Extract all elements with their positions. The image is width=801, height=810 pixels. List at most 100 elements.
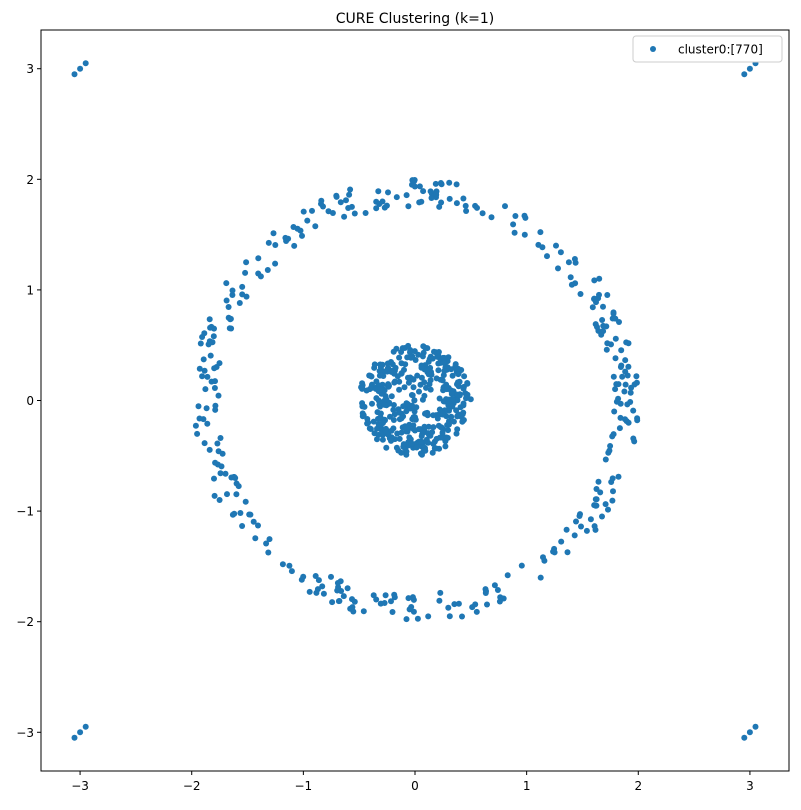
data-point	[442, 443, 449, 450]
data-point	[405, 342, 412, 349]
data-point	[436, 597, 443, 604]
data-point	[312, 223, 319, 230]
data-point	[360, 608, 367, 615]
data-point	[243, 259, 250, 266]
data-point	[612, 335, 619, 342]
data-point	[491, 582, 498, 589]
y-tick-label: −2	[16, 615, 34, 629]
data-point	[371, 361, 378, 368]
data-point	[435, 349, 442, 355]
data-point	[617, 364, 624, 370]
data-point	[563, 526, 570, 533]
data-point	[315, 577, 322, 584]
y-tick-label: 3	[26, 62, 34, 76]
data-point	[482, 590, 489, 596]
data-point	[388, 598, 394, 605]
data-point	[300, 208, 307, 215]
data-point	[201, 330, 208, 337]
data-point	[741, 734, 748, 741]
data-point	[211, 365, 218, 372]
data-point	[265, 239, 272, 246]
data-point	[201, 440, 208, 447]
data-point	[433, 445, 439, 452]
data-point	[257, 273, 264, 280]
data-point	[576, 513, 583, 519]
data-point	[446, 421, 452, 428]
data-point	[415, 351, 422, 358]
data-point	[363, 387, 370, 394]
data-point	[622, 381, 629, 388]
data-point	[381, 401, 388, 408]
data-point	[511, 229, 518, 236]
data-point	[618, 347, 625, 354]
data-point	[537, 574, 544, 581]
data-point	[431, 348, 437, 355]
data-point	[252, 535, 259, 542]
data-point	[403, 448, 410, 455]
data-point	[71, 734, 78, 741]
data-point	[337, 199, 344, 206]
data-point	[231, 510, 238, 517]
data-point	[617, 414, 624, 421]
data-point	[484, 601, 490, 608]
data-point	[204, 420, 211, 427]
data-point	[609, 433, 616, 440]
data-point	[504, 572, 511, 579]
x-tick-label: 2	[634, 779, 642, 793]
data-point	[634, 417, 641, 424]
data-point	[211, 492, 218, 499]
data-point	[537, 229, 544, 236]
data-point	[591, 296, 598, 303]
data-point	[77, 65, 84, 72]
data-point	[510, 221, 517, 228]
x-tick-label: 3	[746, 779, 754, 793]
data-point	[418, 433, 425, 440]
data-point	[521, 231, 528, 238]
data-point	[411, 177, 418, 183]
data-point	[625, 363, 632, 370]
data-point	[255, 255, 262, 262]
data-point	[460, 385, 467, 392]
data-point	[752, 723, 759, 730]
data-point	[539, 244, 546, 251]
data-point	[612, 386, 619, 393]
data-point	[541, 557, 548, 564]
data-point	[434, 415, 441, 422]
data-point	[236, 300, 243, 306]
data-point	[410, 376, 416, 383]
data-point	[250, 518, 257, 525]
data-point	[595, 478, 602, 485]
data-point	[211, 385, 218, 391]
data-point	[374, 425, 380, 432]
data-point	[622, 416, 628, 423]
data-point	[593, 486, 600, 492]
data-point	[265, 549, 272, 556]
data-point	[398, 349, 405, 355]
data-point	[344, 585, 351, 592]
data-point	[373, 596, 380, 603]
data-point	[369, 400, 375, 407]
data-point	[373, 205, 380, 212]
data-point	[455, 365, 462, 372]
data-point	[425, 371, 432, 378]
data-point	[216, 360, 223, 367]
data-point	[479, 210, 486, 217]
data-point	[398, 429, 405, 436]
data-point	[365, 419, 372, 426]
data-point	[410, 608, 417, 615]
data-point	[602, 501, 609, 508]
data-point	[437, 180, 444, 186]
data-point	[422, 410, 429, 417]
data-point	[414, 615, 421, 622]
data-point	[426, 381, 433, 388]
data-point	[401, 384, 408, 391]
data-point	[598, 331, 605, 338]
data-point	[600, 303, 606, 310]
data-point	[411, 397, 418, 404]
data-point	[360, 412, 367, 419]
data-point	[82, 723, 89, 730]
data-point	[204, 373, 211, 380]
data-point	[235, 483, 242, 490]
data-point	[351, 210, 358, 217]
